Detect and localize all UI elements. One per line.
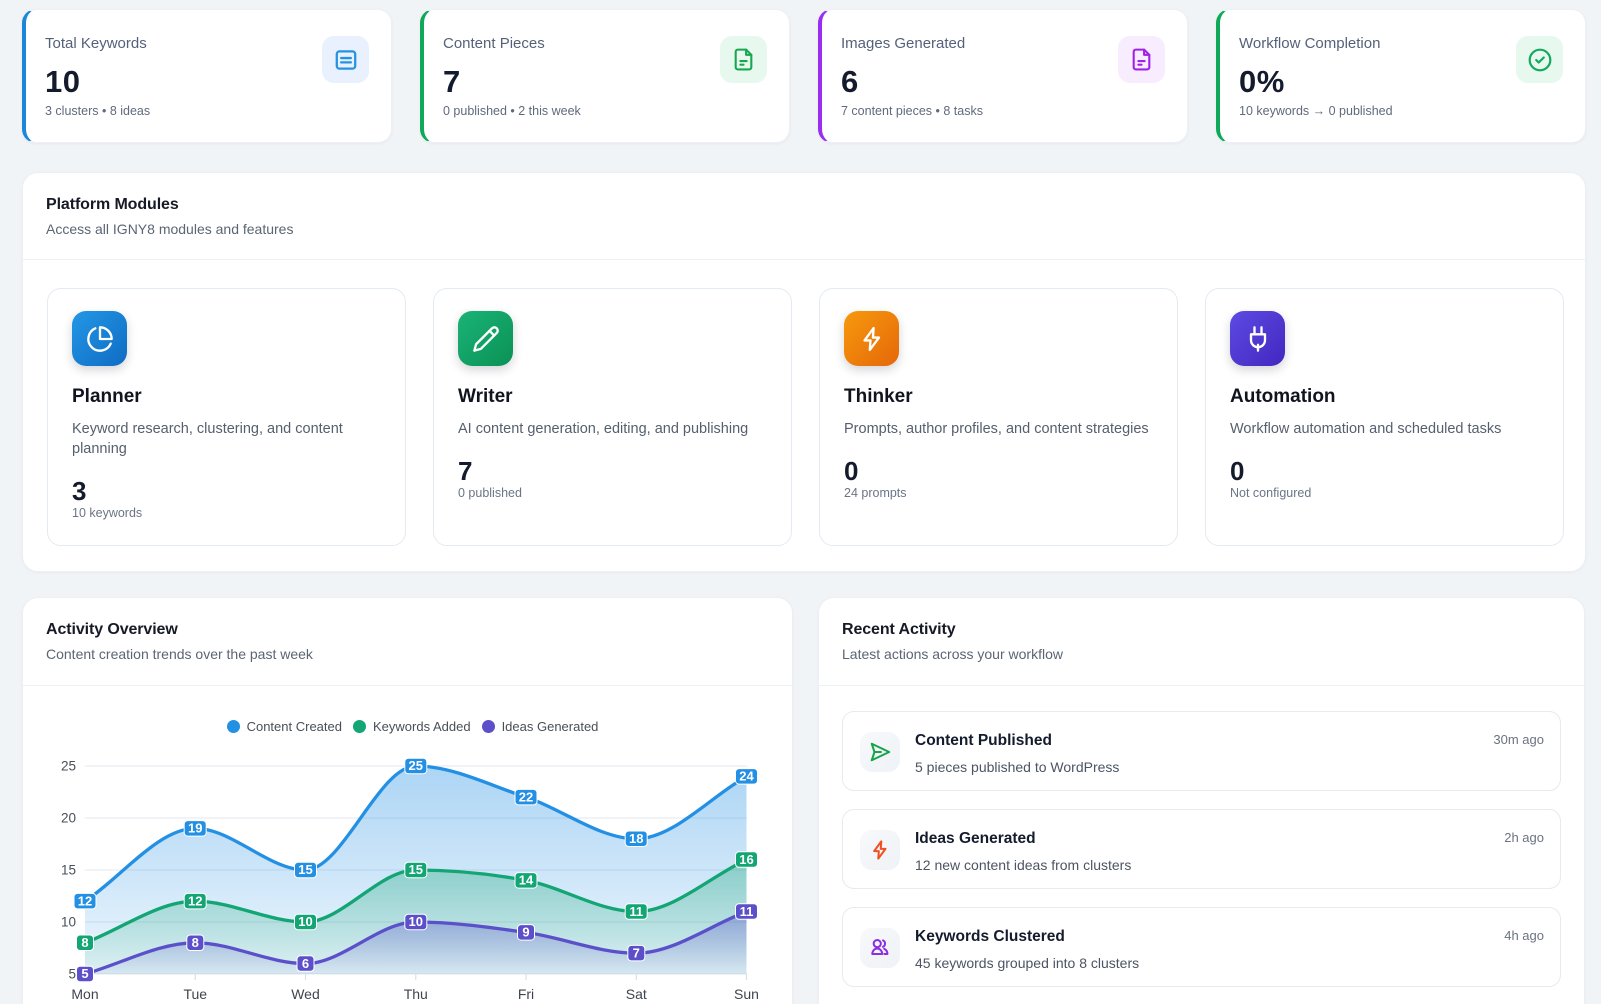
svg-text:Sun: Sun [734, 986, 759, 1002]
svg-text:18: 18 [629, 831, 643, 846]
svg-text:Mon: Mon [71, 986, 98, 1002]
svg-text:20: 20 [61, 811, 76, 826]
svg-text:Sat: Sat [626, 986, 647, 1002]
svg-text:11: 11 [740, 904, 754, 919]
svg-text:5: 5 [81, 966, 88, 981]
svg-text:15: 15 [298, 862, 312, 877]
svg-text:24: 24 [739, 769, 754, 784]
svg-text:5: 5 [68, 967, 76, 982]
svg-text:16: 16 [739, 852, 753, 867]
svg-text:11: 11 [629, 904, 643, 919]
svg-text:Tue: Tue [183, 986, 207, 1002]
svg-text:12: 12 [78, 893, 92, 908]
svg-text:25: 25 [409, 758, 423, 773]
svg-text:25: 25 [61, 759, 76, 774]
svg-text:12: 12 [188, 893, 202, 908]
svg-text:10: 10 [409, 914, 423, 929]
svg-text:15: 15 [61, 863, 76, 878]
svg-text:15: 15 [409, 862, 423, 877]
svg-text:10: 10 [61, 915, 76, 930]
svg-text:10: 10 [298, 914, 312, 929]
svg-text:Thu: Thu [404, 986, 428, 1002]
svg-text:9: 9 [522, 925, 529, 940]
svg-text:7: 7 [633, 945, 640, 960]
svg-text:22: 22 [519, 789, 533, 804]
svg-text:8: 8 [192, 935, 199, 950]
svg-text:19: 19 [188, 821, 202, 836]
svg-text:6: 6 [302, 956, 309, 971]
svg-text:8: 8 [81, 935, 88, 950]
svg-text:Fri: Fri [518, 986, 534, 1002]
svg-text:Wed: Wed [291, 986, 320, 1002]
svg-text:14: 14 [519, 873, 534, 888]
